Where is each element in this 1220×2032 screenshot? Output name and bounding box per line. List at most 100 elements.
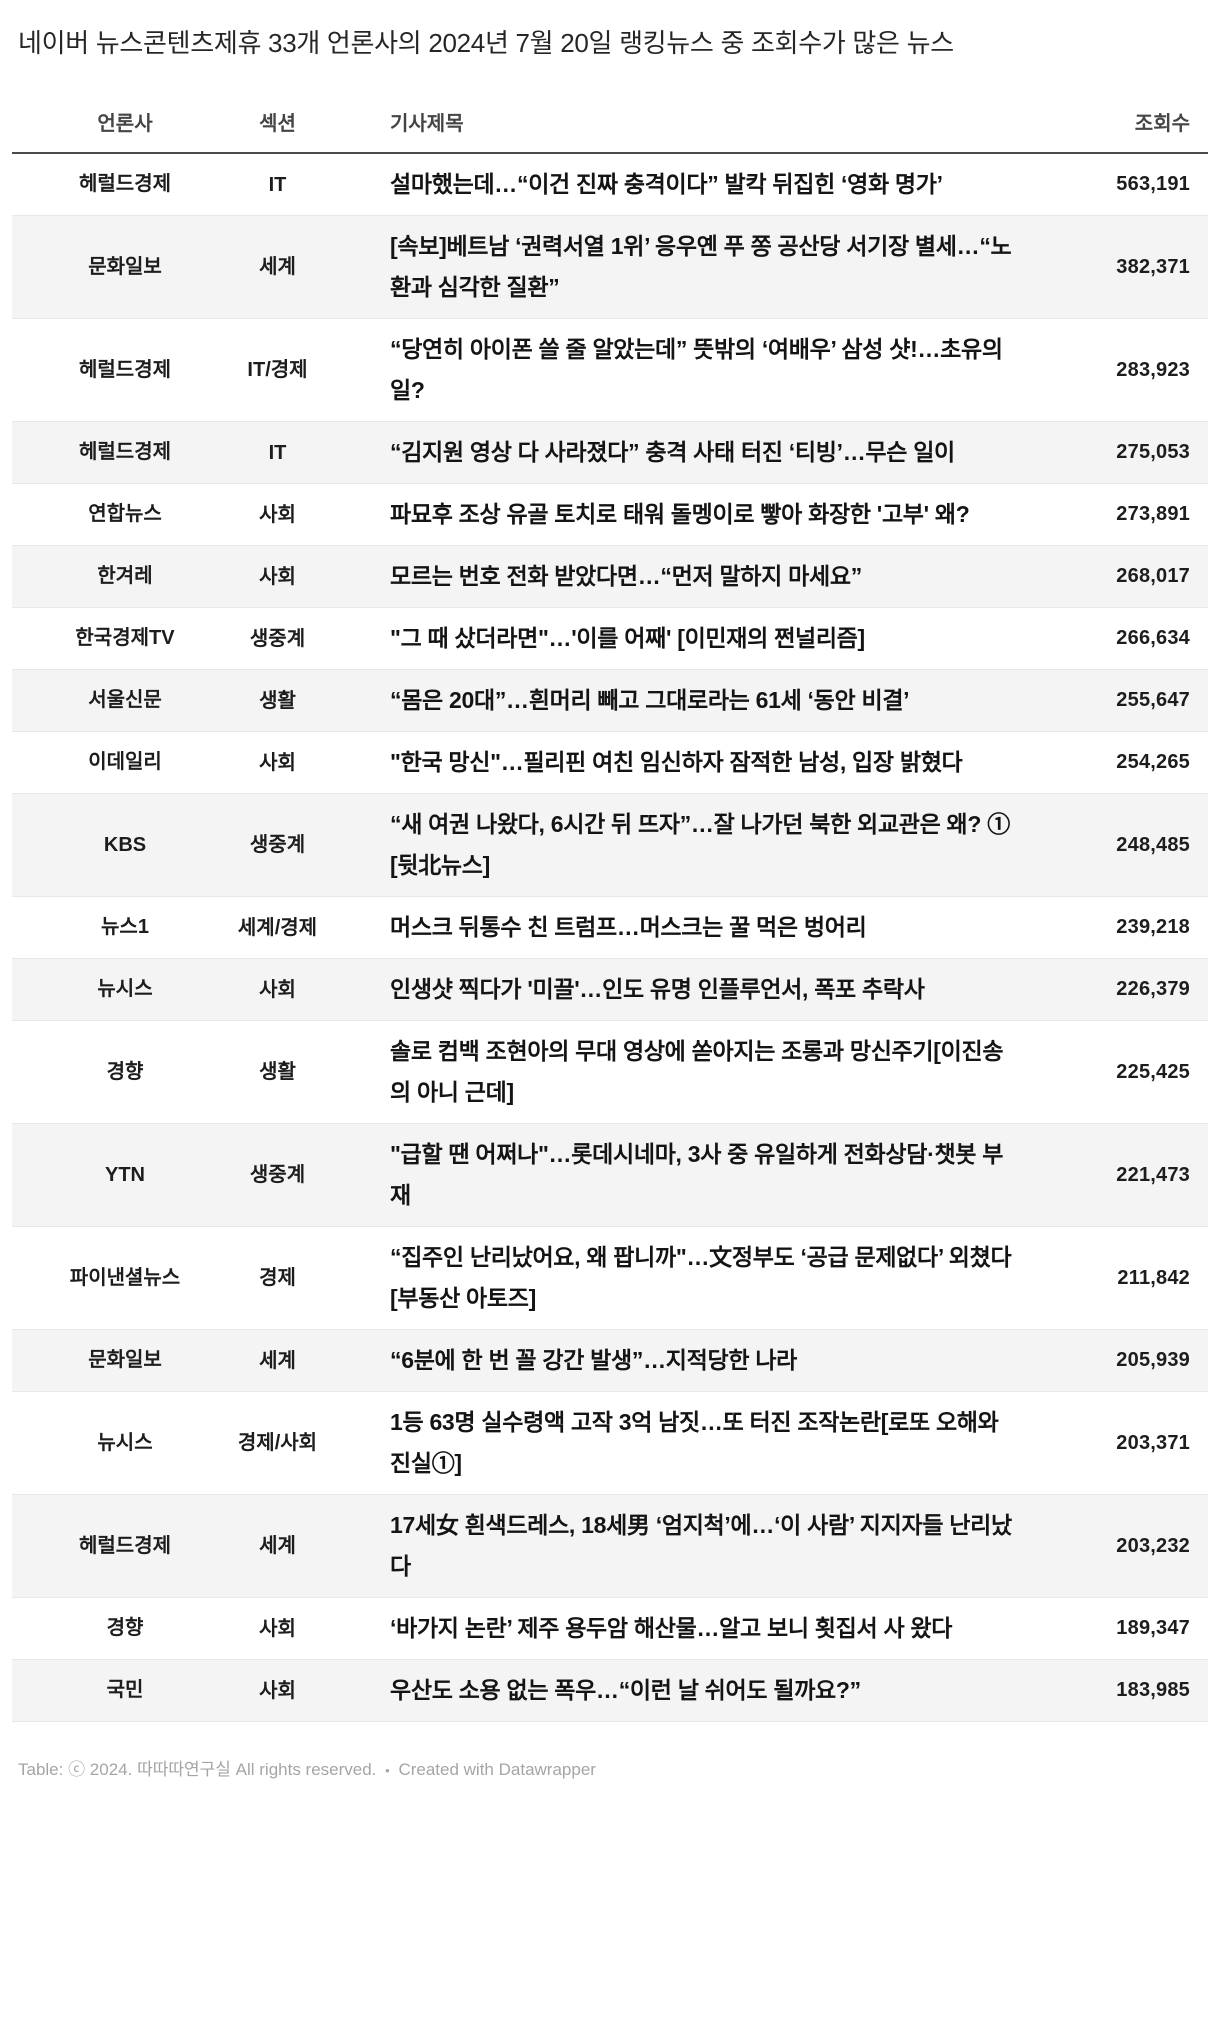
table-row: 경향 생활 솔로 컴백 조현아의 무대 영상에 쏟아지는 조롱과 망신주기[이진송의… <box>12 1021 1208 1125</box>
title-cell: 인생샷 찍다가 '미끌'…인도 유명 인플루언서, 폭포 추락사 <box>390 976 925 1003</box>
outlet-cell: 이데일리 <box>88 751 162 774</box>
table-row: 국민 사회 우산도 소용 없는 폭우…“이런 날 쉬어도 될까요?” 183,985 <box>12 1660 1208 1723</box>
title-cell: “새 여권 나왔다, 6시간 뒤 뜨자”…잘 나가던 북한 외교관은 왜? ① … <box>390 811 1010 879</box>
table-row: YTN 생중계 "급할 땐 어쩌나"…롯데시네마, 3사 중 유일하게 전화상담·챗… <box>12 1124 1208 1228</box>
title-cell: “당연히 아이폰 쓸 줄 알았는데” 뜻밖의 ‘여배우’ 삼성 샷!…초유의 일… <box>390 336 1003 404</box>
table-row: 파이낸셜뉴스 경제 “집주인 난리났어요, 왜 팝니까"…文정부도 ‘공급 문제없다… <box>12 1227 1208 1331</box>
table-row: KBS 생중계 “새 여권 나왔다, 6시간 뒤 뜨자”…잘 나가던 북한 외교관은… <box>12 794 1208 898</box>
section-cell: IT/경제 <box>247 359 308 382</box>
title-cell: 모르는 번호 전화 받았다면…“먼저 말하지 마세요” <box>390 563 862 590</box>
table-row: 뉴스1 세계/경제 머스크 뒤통수 친 트럼프…머스크는 꿀 먹은 벙어리 239,2… <box>12 897 1208 960</box>
table-row: 연합뉴스 사회 파묘후 조상 유골 토치로 태워 돌멩이로 빻아 화장한 '고부' … <box>12 484 1208 547</box>
title-cell: ‘바가지 논란’ 제주 용두암 해산물…알고 보니 횟집서 사 왔다 <box>390 1615 953 1642</box>
col-header-outlet: 언론사 <box>97 113 153 136</box>
section-cell: 사회 <box>259 565 296 588</box>
col-header-views: 조회수 <box>1134 113 1190 136</box>
table-row: 문화일보 세계 [속보]베트남 ‘권력서열 1위’ 응우옌 푸 쫑 공산당 서기장 … <box>12 216 1208 320</box>
section-cell: 생중계 <box>249 1164 306 1187</box>
title-cell: 솔로 컴백 조현아의 무대 영상에 쏟아지는 조롱과 망신주기[이진송의 아니 … <box>390 1038 1004 1106</box>
views-cell: 225,425 <box>1116 1060 1190 1083</box>
outlet-cell: 한국경제TV <box>75 627 175 650</box>
views-cell: 221,473 <box>1116 1163 1190 1186</box>
views-cell: 382,371 <box>1116 255 1190 278</box>
table-row: 헤럴드경제 IT “김지원 영상 다 사라졌다” 충격 사태 터진 ‘티빙’…무슨 … <box>12 422 1208 485</box>
outlet-cell: 뉴스1 <box>101 916 149 939</box>
table-row: 서울신문 생활 “몸은 20대”…흰머리 빼고 그대로라는 61세 ‘동안 비결’ 2… <box>12 670 1208 733</box>
outlet-cell: YTN <box>105 1163 145 1186</box>
page-title: 네이버 뉴스콘텐츠제휴 33개 언론사의 2024년 7월 20일 랭킹뉴스 중… <box>18 28 954 58</box>
views-cell: 239,218 <box>1116 916 1190 939</box>
table-row: 문화일보 세계 “6분에 한 번 꼴 강간 발생”…지적당한 나라 205,939 <box>12 1330 1208 1393</box>
col-header-section: 섹션 <box>259 113 296 136</box>
table-row: 헤럴드경제 세계 17세女 흰색드레스, 18세男 ‘엄지척’에…‘이 사람’ 지지… <box>12 1495 1208 1599</box>
outlet-cell: 헤럴드경제 <box>79 1534 171 1557</box>
section-cell: 사회 <box>259 1679 296 1702</box>
table-row: 헤럴드경제 IT 설마했는데…“이건 진짜 충격이다” 발칵 뒤집힌 ‘영화 명가’… <box>12 154 1208 217</box>
table-body: 헤럴드경제 IT 설마했는데…“이건 진짜 충격이다” 발칵 뒤집힌 ‘영화 명가’… <box>12 154 1208 1723</box>
views-cell: 203,371 <box>1116 1431 1190 1454</box>
section-cell: 생중계 <box>249 627 306 650</box>
outlet-cell: 국민 <box>106 1679 144 1702</box>
views-cell: 189,347 <box>1116 1617 1190 1640</box>
section-cell: 세계 <box>259 1535 296 1558</box>
table-row: 헤럴드경제 IT/경제 “당연히 아이폰 쓸 줄 알았는데” 뜻밖의 ‘여배우’ 삼… <box>12 319 1208 423</box>
title-cell: “몸은 20대”…흰머리 빼고 그대로라는 61세 ‘동안 비결’ <box>390 687 910 714</box>
title-cell: 우산도 소용 없는 폭우…“이런 날 쉬어도 될까요?” <box>390 1677 861 1704</box>
outlet-cell: 헤럴드경제 <box>79 173 171 196</box>
section-cell: 생중계 <box>249 834 306 857</box>
section-cell: 세계 <box>259 256 296 279</box>
title-cell: “김지원 영상 다 사라졌다” 충격 사태 터진 ‘티빙’…무슨 일이 <box>390 439 955 466</box>
datawrapper-credit-link[interactable]: Created with Datawrapper <box>398 1760 596 1780</box>
views-cell: 563,191 <box>1116 173 1190 196</box>
views-cell: 283,923 <box>1116 358 1190 381</box>
outlet-cell: 뉴시스 <box>97 978 153 1001</box>
attribution-footer: Table: ⓒ 2024. 따따따연구실 All rights reserve… <box>18 1758 1202 1782</box>
views-cell: 266,634 <box>1116 627 1190 650</box>
section-cell: 사회 <box>259 1617 296 1640</box>
outlet-cell: 헤럴드경제 <box>79 358 171 381</box>
section-cell: IT <box>268 173 287 196</box>
section-cell: 세계/경제 <box>237 916 318 939</box>
outlet-cell: KBS <box>103 833 147 856</box>
views-cell: 205,939 <box>1116 1349 1190 1372</box>
views-cell: 248,485 <box>1116 833 1190 856</box>
news-ranking-page: 네이버 뉴스콘텐츠제휴 33개 언론사의 2024년 7월 20일 랭킹뉴스 중… <box>12 28 1208 1782</box>
outlet-cell: 경향 <box>106 1617 144 1640</box>
section-cell: 경제/사회 <box>237 1432 318 1455</box>
col-header-title: 기사제목 <box>390 113 464 136</box>
views-cell: 211,842 <box>1117 1266 1190 1289</box>
table-row: 이데일리 사회 "한국 망신"…필리핀 여친 임신하자 잠적한 남성, 입장 밝혔다… <box>12 732 1208 795</box>
views-cell: 226,379 <box>1116 978 1190 1001</box>
table-row: 한겨레 사회 모르는 번호 전화 받았다면…“먼저 말하지 마세요” 268,017 <box>12 546 1208 609</box>
section-cell: IT <box>268 441 287 464</box>
section-cell: 사회 <box>259 503 296 526</box>
title-cell: 머스크 뒤통수 친 트럼프…머스크는 꿀 먹은 벙어리 <box>390 914 867 941</box>
table-credit-text: Table: ⓒ 2024. 따따따연구실 All rights reserve… <box>18 1760 377 1780</box>
title-cell: "한국 망신"…필리핀 여친 임신하자 잠적한 남성, 입장 밝혔다 <box>390 749 963 776</box>
outlet-cell: 뉴시스 <box>97 1431 153 1454</box>
outlet-cell: 경향 <box>106 1060 144 1083</box>
title-cell: 17세女 흰색드레스, 18세男 ‘엄지척’에…‘이 사람’ 지지자들 난리났다 <box>390 1512 1012 1580</box>
views-cell: 183,985 <box>1116 1679 1190 1702</box>
table-row: 뉴시스 경제/사회 1등 63명 실수령액 고작 3억 남짓…또 터진 조작논란[로… <box>12 1392 1208 1496</box>
outlet-cell: 문화일보 <box>88 1349 162 1372</box>
outlet-cell: 문화일보 <box>88 255 162 278</box>
outlet-cell: 서울신문 <box>88 689 162 712</box>
section-cell: 생활 <box>259 689 296 712</box>
outlet-cell: 헤럴드경제 <box>79 441 171 464</box>
views-cell: 275,053 <box>1116 441 1190 464</box>
title-cell: “6분에 한 번 꼴 강간 발생”…지적당한 나라 <box>390 1347 798 1374</box>
section-cell: 경제 <box>259 1267 296 1290</box>
section-cell: 생활 <box>259 1061 296 1084</box>
table-row: 뉴시스 사회 인생샷 찍다가 '미끌'…인도 유명 인플루언서, 폭포 추락사 226… <box>12 959 1208 1022</box>
title-cell: "그 때 샀더라면"…'이를 어째' [이민재의 쩐널리즘] <box>390 625 865 652</box>
views-cell: 254,265 <box>1116 751 1190 774</box>
section-cell: 사회 <box>259 751 296 774</box>
views-cell: 203,232 <box>1116 1534 1190 1557</box>
views-cell: 268,017 <box>1116 565 1190 588</box>
title-cell: “집주인 난리났어요, 왜 팝니까"…文정부도 ‘공급 문제없다’ 외쳤다[부동… <box>390 1244 1012 1312</box>
outlet-cell: 한겨레 <box>97 565 153 588</box>
views-cell: 273,891 <box>1116 503 1190 526</box>
views-cell: 255,647 <box>1116 689 1190 712</box>
title-cell: 설마했는데…“이건 진짜 충격이다” 발칵 뒤집힌 ‘영화 명가’ <box>390 171 943 198</box>
